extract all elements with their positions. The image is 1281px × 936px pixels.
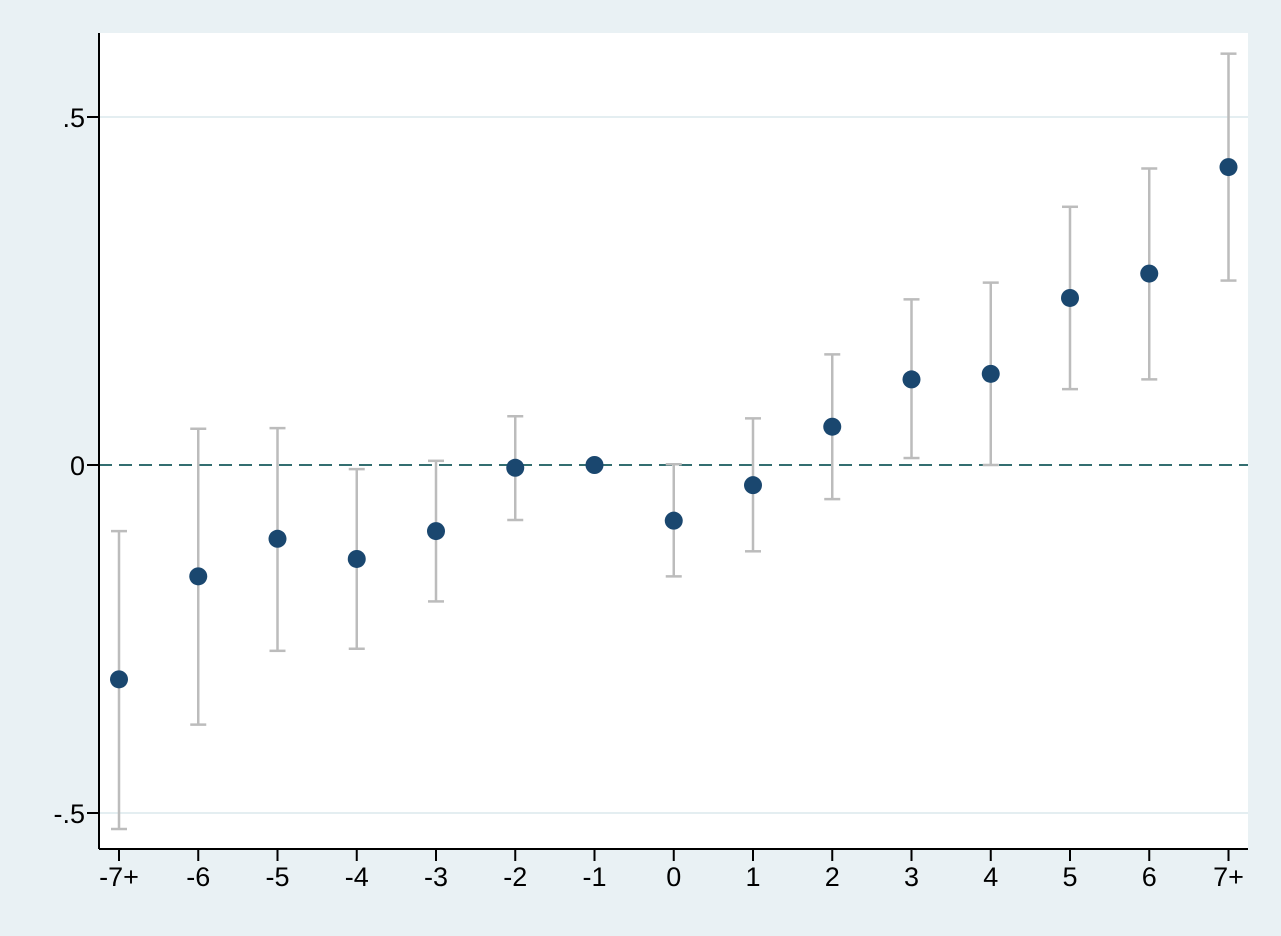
x-tick-label-6: -1 <box>582 862 606 892</box>
point-2 <box>268 529 287 548</box>
point-7 <box>664 511 683 530</box>
x-tick-label-2: -5 <box>265 862 289 892</box>
x-tick-label-7: 0 <box>666 862 681 892</box>
x-tick-label-13: 6 <box>1142 862 1157 892</box>
x-tick-label-1: -6 <box>186 862 210 892</box>
x-tick-label-4: -3 <box>424 862 448 892</box>
x-tick-label-3: -4 <box>345 862 369 892</box>
point-8 <box>744 476 762 495</box>
point-estimates <box>110 158 1238 689</box>
point-6 <box>585 456 604 474</box>
y-tick-label-0: -.5 <box>53 799 85 829</box>
x-tick-label-9: 2 <box>825 862 840 892</box>
x-tick-label-14: 7+ <box>1213 862 1244 892</box>
point-10 <box>902 370 921 389</box>
x-tick-label-8: 1 <box>745 862 760 892</box>
point-4 <box>427 522 445 541</box>
y-tick-label-1: 0 <box>70 451 85 481</box>
point-1 <box>189 567 208 586</box>
gridlines <box>99 116 1248 814</box>
point-5 <box>506 458 525 477</box>
point-13 <box>1140 264 1159 283</box>
point-12 <box>1061 288 1079 307</box>
x-tick-label-12: 5 <box>1062 862 1077 892</box>
point-14 <box>1219 158 1238 177</box>
y-tick-label-2: .5 <box>62 103 85 133</box>
axes: -.5 0 .5 -7+ -6 -5 -4 -3 -2 -1 0 1 2 3 4 5 6 7+ <box>53 33 1248 892</box>
plot-area <box>99 33 1248 849</box>
x-tick-label-5: -2 <box>503 862 527 892</box>
point-9 <box>823 417 842 436</box>
point-11 <box>981 364 1000 383</box>
x-tick-label-10: 3 <box>904 862 919 892</box>
x-tick-label-0: -7+ <box>99 862 139 892</box>
x-tick-label-11: 4 <box>983 862 998 892</box>
point-3 <box>347 549 366 568</box>
point-0 <box>110 670 128 689</box>
